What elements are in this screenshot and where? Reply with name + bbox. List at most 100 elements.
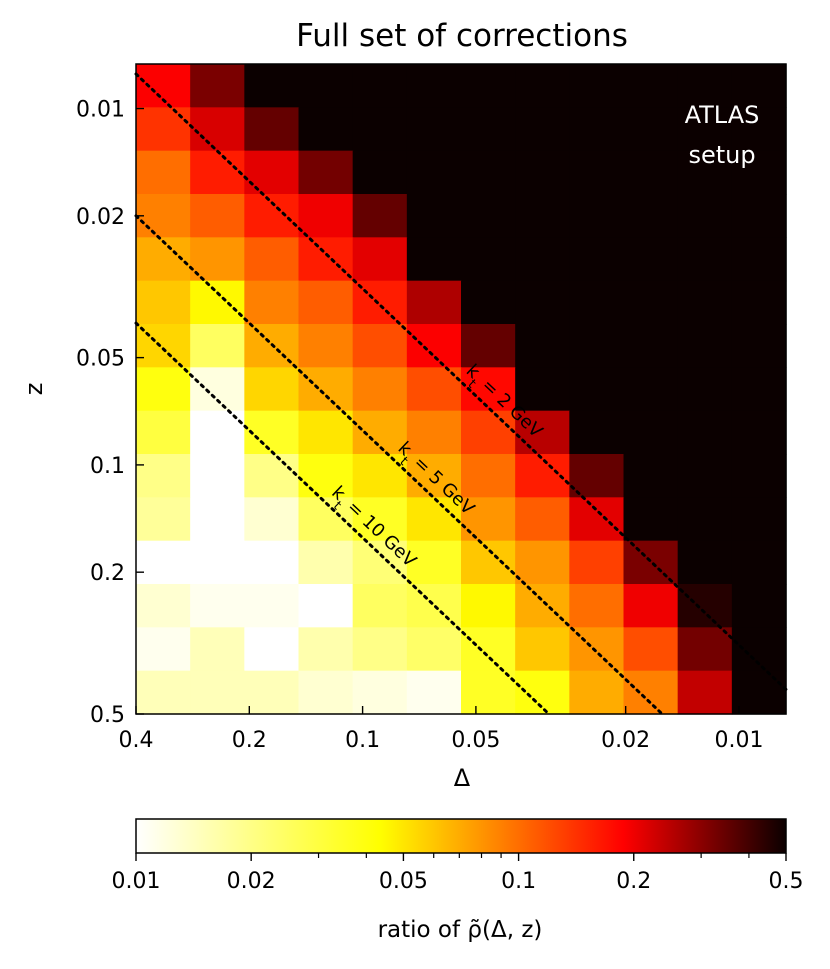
heatmap-cell [136,670,191,715]
heatmap-cell [515,237,570,282]
heatmap-cell [461,280,516,325]
colorbar-tick-label: 0.05 [379,869,428,894]
heatmap-cell [406,64,462,108]
heatmap-cell [569,194,625,238]
heatmap-cell [406,627,462,672]
heatmap-cell [136,497,191,542]
heatmap-cell [190,584,245,628]
y-tick-label: 0.05 [76,347,125,372]
heatmap-cell [190,107,245,152]
heatmap-cell [461,627,516,672]
heatmap-cell [569,540,625,585]
heatmap-cell [515,324,570,368]
heatmap-cell [190,280,245,325]
heatmap-cell [136,627,191,672]
heatmap-cell [515,280,570,325]
heatmap-cell [731,540,787,585]
heatmap-cell [731,64,787,108]
heatmap-cell [461,64,516,108]
heatmap-cell [244,540,300,585]
heatmap-cell [569,367,625,412]
heatmap-cell [461,454,516,498]
heatmap-cell [731,497,787,542]
heatmap-cell [190,540,245,585]
heatmap-cell [244,107,300,152]
heatmap-cell [515,194,570,238]
heatmap-cell [677,367,733,412]
y-tick-label: 0.01 [76,98,125,123]
heatmap-cell [352,670,408,715]
heatmap-cell [190,497,245,542]
heatmap-cell [298,670,354,715]
heatmap-cell [677,107,733,152]
heatmap-cell [623,670,679,715]
heatmap-cell [677,150,733,195]
y-tick-label: 0.1 [90,454,125,479]
heatmap-cell [190,64,245,108]
heatmap-cell [569,584,625,628]
heatmap-cell [136,280,191,325]
heatmap-cell [352,150,408,195]
heatmap-cell [731,454,787,498]
heatmap-cell [406,670,462,715]
heatmap-cell [515,410,570,455]
heatmap-cell [623,410,679,455]
heatmap-cell [298,410,354,455]
heatmap-cell [623,107,679,152]
heatmap-cell [298,367,354,412]
heatmap-cell [244,280,300,325]
heatmap-cell [569,64,625,108]
heatmap-cell [623,627,679,672]
heatmap-cell [190,367,245,412]
heatmap-cell [352,237,408,282]
annotation-line-1: ATLAS [685,101,760,129]
heatmap-cell [677,280,733,325]
heatmap-cell [515,150,570,195]
heatmap-cell [244,454,300,498]
heatmap-cell [244,150,300,195]
heatmap-cell [731,280,787,325]
heatmap-cell [136,410,191,455]
colorbar-ticks: 0.01 0.02 0.05 0.1 0.2 0.5 [112,853,804,894]
heatmap-cell [298,194,354,238]
heatmap-cell [569,410,625,455]
heatmap-cell [569,280,625,325]
heatmap-cell [569,497,625,542]
heatmap-cell [515,367,570,412]
heatmap-cell [406,237,462,282]
heatmap-cell [677,540,733,585]
heatmap-cell [352,540,408,585]
heatmap-cell [677,194,733,238]
heatmap-cell [623,367,679,412]
heatmap-cell [623,584,679,628]
heatmap-cell [569,454,625,498]
heatmap-cell [623,64,679,108]
colorbar-tick-label: 0.01 [112,869,161,894]
heatmap-cell [352,324,408,368]
heatmap-cell [190,237,245,282]
heatmap-cell [515,584,570,628]
heatmap-cell [731,367,787,412]
heatmap-cell [298,280,354,325]
chart-title: Full set of corrections [296,18,628,54]
heatmap-cell [244,194,300,238]
heatmap-cell [298,107,354,152]
heatmap-cell [677,410,733,455]
heatmap-cell [677,497,733,542]
heatmap-cell [731,584,787,628]
heatmap-cell [136,194,191,238]
heatmap-cell [461,584,516,628]
heatmap-cell [298,584,354,628]
heatmap-cell [623,324,679,368]
x-axis-label: Δ [454,764,471,792]
heatmap-cell [569,150,625,195]
heatmap-cell [623,150,679,195]
heatmap-cell [298,150,354,195]
x-tick-label: 0.02 [601,728,650,753]
heatmap-cell [461,410,516,455]
heatmap-cell [461,150,516,195]
heatmap-cell [731,670,787,715]
heatmap-cell [244,584,300,628]
heatmap-cell [515,497,570,542]
